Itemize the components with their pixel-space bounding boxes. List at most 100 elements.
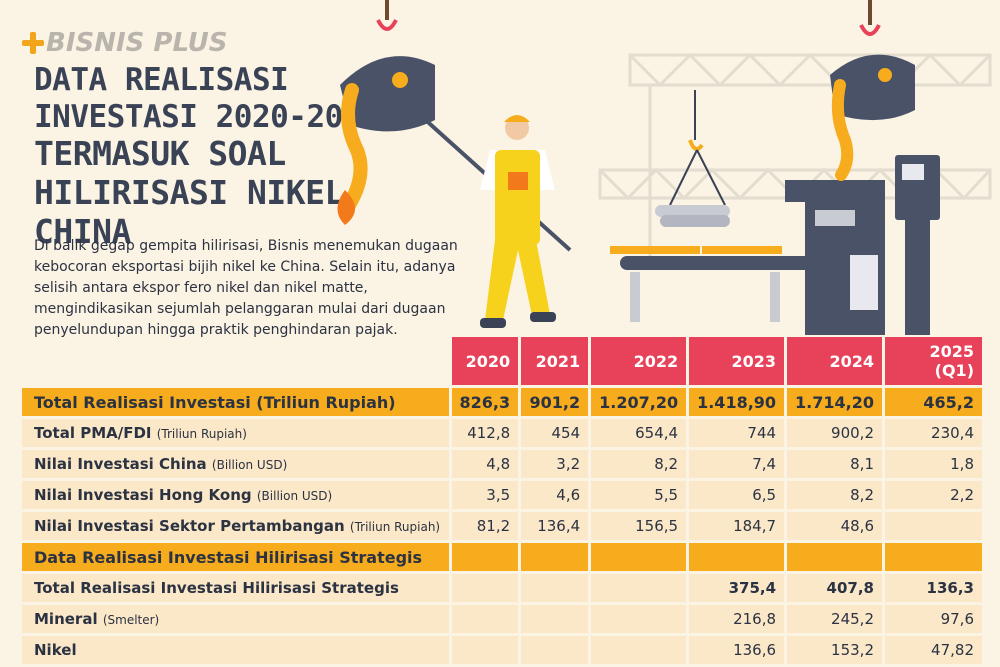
year-header: 2025 (Q1)	[882, 337, 982, 385]
table-cell	[882, 512, 982, 540]
row-label-text: Data Realisasi Investasi Hilirisasi Stra…	[34, 547, 423, 567]
table-cell: 156,5	[588, 512, 687, 540]
table-header-row: 2020 2021 2022 2023 2024 2025 (Q1)	[22, 337, 982, 385]
row-label: Total Realisasi Investasi (Triliun Rupia…	[22, 388, 449, 416]
ladle-right-icon	[830, 0, 915, 181]
table-cell: 48,6	[784, 512, 882, 540]
year-header: 2021	[518, 337, 589, 385]
table-cell: 744	[686, 419, 785, 447]
table-cell: 1,8	[882, 450, 982, 478]
row-label: Mineral (Smelter)	[22, 605, 449, 633]
table-cell	[518, 636, 589, 664]
row-unit-text: (Triliun Rupiah)	[349, 520, 441, 534]
table-row: Total Realisasi Investasi (Triliun Rupia…	[22, 388, 982, 416]
table-row: Total PMA/FDI (Triliun Rupiah) 412,8 454 65…	[22, 419, 982, 447]
row-label-text: Total Realisasi Investasi (Triliun Rupia…	[34, 392, 396, 412]
table-cell: 3,5	[448, 481, 519, 509]
ladle-left-icon	[337, 0, 435, 225]
table-cell	[588, 574, 687, 602]
table-cell: 901,2	[518, 388, 589, 416]
title-line-4: HILIRISASI NIKEL CHINA	[34, 173, 344, 252]
year-header: 2020	[448, 337, 519, 385]
table-cell	[588, 605, 687, 633]
row-label: Nilai Investasi Sektor Pertambangan (Tri…	[22, 512, 449, 540]
row-label: Nilai Investasi China (Billion USD)	[22, 450, 449, 478]
table-cell: 8,2	[784, 481, 882, 509]
worker-icon	[418, 113, 572, 328]
table-cell	[448, 543, 519, 571]
row-label: Nilai Investasi Hong Kong (Billion USD)	[22, 481, 449, 509]
table-cell: 4,8	[448, 450, 519, 478]
table-cell: 136,4	[518, 512, 589, 540]
table-cell	[518, 605, 589, 633]
table-cell: 4,6	[518, 481, 589, 509]
table-row: Nilai Investasi China (Billion USD) 4,8 3,…	[22, 450, 982, 478]
row-unit-text: (Smelter)	[102, 613, 160, 627]
row-label-text: Mineral	[34, 610, 98, 628]
table-cell: 81,2	[448, 512, 519, 540]
table-row: Nilai Investasi Sektor Pertambangan (Tri…	[22, 512, 982, 540]
table-cell: 3,2	[518, 450, 589, 478]
table-cell: 47,82	[882, 636, 982, 664]
table-cell: 407,8	[784, 574, 882, 602]
smelter-illustration	[337, 0, 992, 335]
investment-table: 2020 2021 2022 2023 2024 2025 (Q1) Total…	[22, 334, 982, 667]
table-cell: 216,8	[686, 605, 785, 633]
table-cell: 136,3	[882, 574, 982, 602]
row-unit-text: (Billion USD)	[211, 458, 288, 472]
row-label-text: Nilai Investasi Hong Kong	[34, 486, 252, 504]
hook-icon	[655, 90, 730, 227]
table-cell	[448, 636, 519, 664]
page-title: DATA REALISASI INVESTASI 2020-2024 TERMA…	[34, 62, 454, 252]
conveyor-icon	[610, 246, 820, 322]
table-cell	[518, 543, 589, 571]
title-line-2: INVESTASI 2020-2024	[34, 98, 380, 135]
table-row: Data Realisasi Investasi Hilirisasi Stra…	[22, 543, 982, 571]
row-label-text: Nikel	[34, 641, 77, 659]
table-cell	[784, 543, 882, 571]
table-cell: 454	[518, 419, 589, 447]
table-cell: 654,4	[588, 419, 687, 447]
table-cell: 7,4	[686, 450, 785, 478]
row-label-text: Nilai Investasi Sektor Pertambangan	[34, 517, 345, 535]
table-cell: 245,2	[784, 605, 882, 633]
table-row: Mineral (Smelter) 216,8 245,2 97,6	[22, 605, 982, 633]
table-cell: 826,3	[448, 388, 519, 416]
table-cell: 8,2	[588, 450, 687, 478]
table-cell: 97,6	[882, 605, 982, 633]
table-cell: 8,1	[784, 450, 882, 478]
title-line-3: TERMASUK SOAL	[34, 134, 286, 174]
data-table: 2020 2021 2022 2023 2024 2025 (Q1) Total…	[22, 334, 982, 667]
table-cell	[448, 605, 519, 633]
machine-icon	[785, 155, 940, 335]
table-cell: 900,2	[784, 419, 882, 447]
table-cell	[518, 574, 589, 602]
table-cell: 230,4	[882, 419, 982, 447]
table-cell: 153,2	[784, 636, 882, 664]
description-paragraph: Di balik gegap gempita hilirisasi, Bisni…	[34, 238, 458, 338]
table-cell: 5,5	[588, 481, 687, 509]
table-cell: 1.207,20	[588, 388, 687, 416]
row-unit-text: (Billion USD)	[256, 489, 333, 503]
row-label: Total PMA/FDI (Triliun Rupiah)	[22, 419, 449, 447]
row-unit-text: (Triliun Rupiah)	[156, 427, 247, 441]
logo-text: BISNIS PLUS	[46, 28, 228, 58]
table-cell: 1.714,20	[784, 388, 882, 416]
row-label-text: Total Realisasi Investasi Hilirisasi Str…	[34, 579, 399, 597]
row-label-text: Total PMA/FDI	[34, 424, 152, 442]
table-cell	[882, 543, 982, 571]
table-cell	[588, 636, 687, 664]
table-cell: 184,7	[686, 512, 785, 540]
plus-logo-icon	[22, 32, 44, 54]
row-label: Data Realisasi Investasi Hilirisasi Stra…	[22, 543, 449, 571]
table-cell	[448, 574, 519, 602]
table-cell: 6,5	[686, 481, 785, 509]
table-cell	[588, 543, 687, 571]
row-label: Nikel	[22, 636, 449, 664]
year-header: 2023	[686, 337, 785, 385]
header-label-empty	[22, 337, 449, 385]
table-cell: 2,2	[882, 481, 982, 509]
year-header: 2022	[588, 337, 687, 385]
title-line-1: DATA REALISASI	[34, 62, 289, 98]
table-cell	[686, 543, 785, 571]
